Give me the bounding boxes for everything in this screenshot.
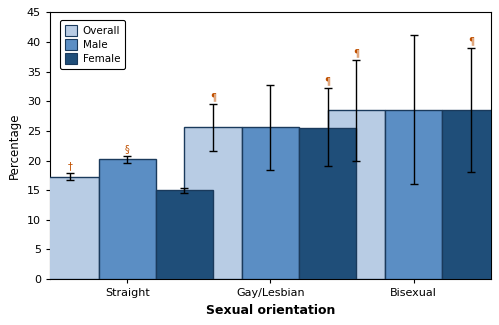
Bar [299, 128, 356, 279]
Bar [442, 110, 499, 279]
X-axis label: Sexual orientation: Sexual orientation [206, 304, 335, 317]
Bar [242, 127, 299, 279]
Text: ¶: ¶ [210, 92, 216, 102]
Text: ¶: ¶ [353, 48, 359, 58]
Bar [156, 190, 213, 279]
Text: ¶: ¶ [468, 36, 474, 46]
Bar [385, 110, 442, 279]
Bar [98, 159, 156, 279]
Text: §: § [125, 144, 130, 154]
Bar [185, 127, 242, 279]
Bar [41, 176, 98, 279]
Text: †: † [67, 161, 72, 171]
Legend: Overall, Male, Female: Overall, Male, Female [60, 20, 125, 70]
Y-axis label: Percentage: Percentage [8, 112, 21, 179]
Text: ¶: ¶ [324, 76, 331, 86]
Bar [328, 110, 385, 279]
